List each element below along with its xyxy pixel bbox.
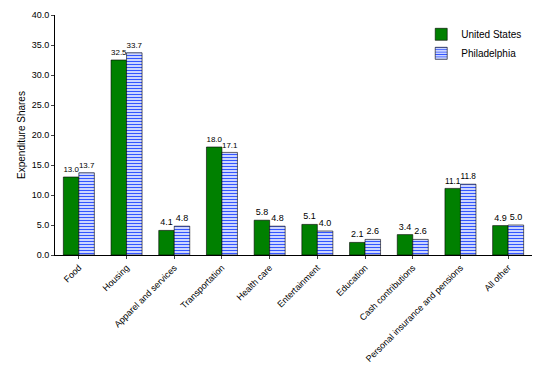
svg-text:13.0: 13.0	[63, 165, 79, 174]
svg-text:United States: United States	[461, 29, 521, 40]
svg-text:5.0: 5.0	[37, 220, 50, 230]
svg-text:11.8: 11.8	[460, 172, 476, 181]
svg-text:All other: All other	[482, 263, 512, 293]
svg-text:4.8: 4.8	[271, 213, 284, 223]
svg-text:4.1: 4.1	[160, 217, 173, 227]
svg-text:10.0: 10.0	[32, 190, 50, 200]
svg-text:Education: Education	[334, 263, 369, 298]
svg-text:18.0: 18.0	[206, 135, 222, 144]
svg-text:2.6: 2.6	[367, 226, 380, 236]
svg-text:40.0: 40.0	[32, 10, 50, 20]
svg-text:Cash contributions: Cash contributions	[358, 262, 418, 322]
svg-text:30.0: 30.0	[32, 70, 50, 80]
svg-text:15.0: 15.0	[32, 160, 50, 170]
svg-text:2.6: 2.6	[414, 226, 427, 236]
svg-text:32.5: 32.5	[111, 48, 127, 57]
svg-text:Housing: Housing	[101, 263, 131, 293]
svg-text:5.8: 5.8	[256, 207, 269, 217]
svg-text:Apparel and services: Apparel and services	[112, 262, 179, 329]
svg-text:35.0: 35.0	[32, 40, 50, 50]
svg-text:Transportation: Transportation	[179, 263, 227, 311]
svg-text:Health care: Health care	[235, 263, 275, 303]
svg-text:5.0: 5.0	[510, 212, 523, 222]
svg-text:Food: Food	[62, 263, 84, 285]
svg-text:Expenditure Shares: Expenditure Shares	[16, 91, 27, 179]
svg-text:13.7: 13.7	[79, 161, 95, 170]
svg-text:17.1: 17.1	[222, 141, 238, 150]
svg-text:4.0: 4.0	[319, 218, 332, 228]
svg-text:Philadelphia: Philadelphia	[461, 48, 516, 59]
svg-text:5.1: 5.1	[303, 211, 316, 221]
svg-text:4.9: 4.9	[494, 213, 507, 223]
svg-text:25.0: 25.0	[32, 100, 50, 110]
svg-text:11.1: 11.1	[445, 177, 461, 186]
svg-text:33.7: 33.7	[127, 41, 143, 50]
svg-text:0.0: 0.0	[37, 250, 50, 260]
svg-text:Personal insurance and pension: Personal insurance and pensions	[364, 262, 466, 364]
svg-text:4.8: 4.8	[176, 213, 189, 223]
svg-text:2.1: 2.1	[351, 229, 364, 239]
svg-text:3.4: 3.4	[399, 222, 412, 232]
svg-text:20.0: 20.0	[32, 130, 50, 140]
svg-text:Entertainment: Entertainment	[275, 262, 322, 309]
